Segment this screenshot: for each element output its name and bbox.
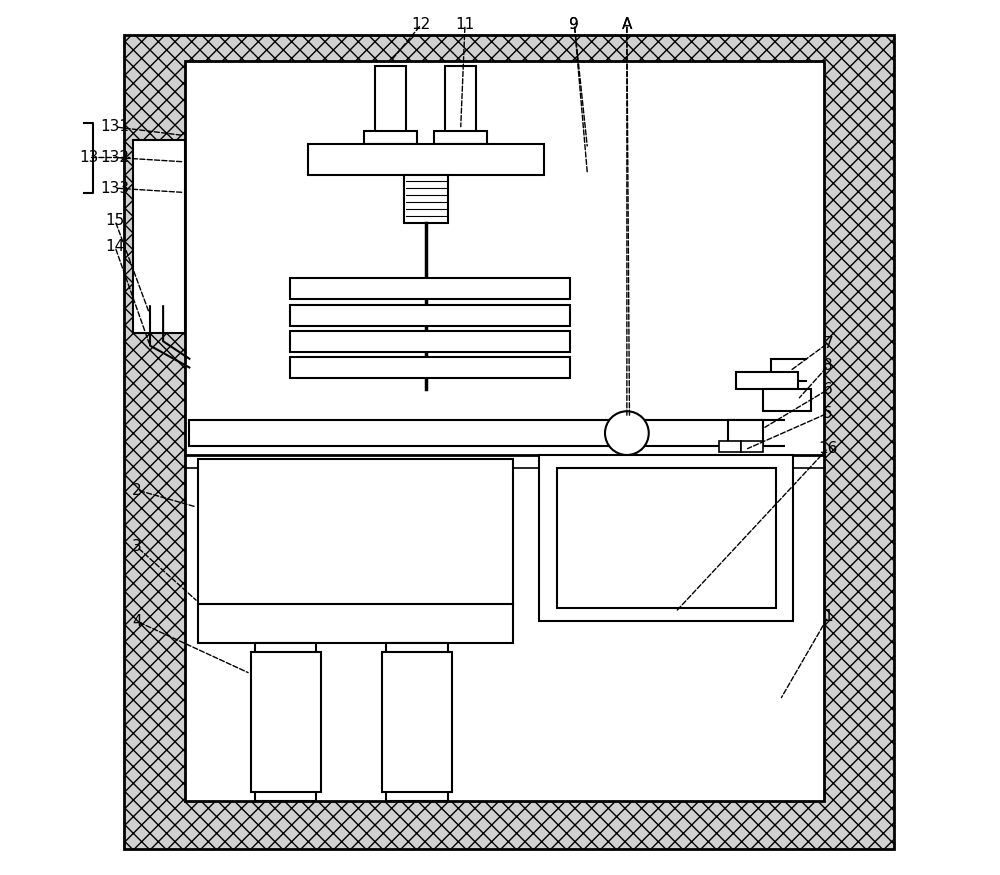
Text: 15: 15	[105, 213, 125, 228]
Bar	[719, 441, 741, 452]
Bar	[290, 304, 570, 326]
Bar	[308, 144, 544, 175]
Bar	[290, 357, 570, 378]
Bar	[736, 372, 798, 389]
Bar	[251, 652, 321, 792]
Bar	[557, 468, 776, 608]
Text: A: A	[622, 17, 632, 32]
Text: 4: 4	[132, 613, 142, 629]
Bar	[539, 455, 793, 621]
Bar	[404, 175, 448, 223]
Text: 131: 131	[101, 119, 130, 135]
Circle shape	[605, 411, 649, 455]
Text: 133: 133	[100, 180, 130, 196]
Text: 11: 11	[455, 17, 475, 32]
Bar	[382, 652, 452, 792]
Bar	[364, 131, 417, 144]
Text: 2: 2	[132, 482, 142, 498]
Text: 9: 9	[570, 17, 579, 32]
Text: 9: 9	[570, 17, 579, 32]
Text: 13: 13	[79, 150, 98, 165]
Bar	[386, 643, 448, 801]
Bar	[198, 459, 513, 643]
Bar	[185, 61, 824, 801]
Bar	[133, 140, 185, 332]
Bar	[189, 420, 732, 446]
Bar	[255, 643, 316, 801]
Text: 132: 132	[101, 150, 130, 165]
Bar	[763, 389, 811, 411]
Text: 14: 14	[105, 239, 125, 255]
Text: 12: 12	[412, 17, 431, 32]
Text: 8: 8	[823, 358, 833, 374]
Text: A: A	[622, 17, 632, 32]
Text: 5: 5	[823, 405, 833, 421]
Bar	[290, 278, 570, 299]
Text: 7: 7	[823, 335, 833, 351]
Bar	[728, 420, 763, 446]
Text: 6: 6	[823, 382, 833, 397]
Text: 1: 1	[823, 609, 833, 625]
Bar	[375, 66, 406, 136]
Bar	[434, 131, 487, 144]
Bar	[124, 35, 894, 849]
Bar	[290, 331, 570, 352]
Bar	[445, 66, 476, 136]
Bar	[741, 441, 763, 452]
Text: 3: 3	[132, 539, 142, 555]
Text: 16: 16	[818, 440, 838, 456]
